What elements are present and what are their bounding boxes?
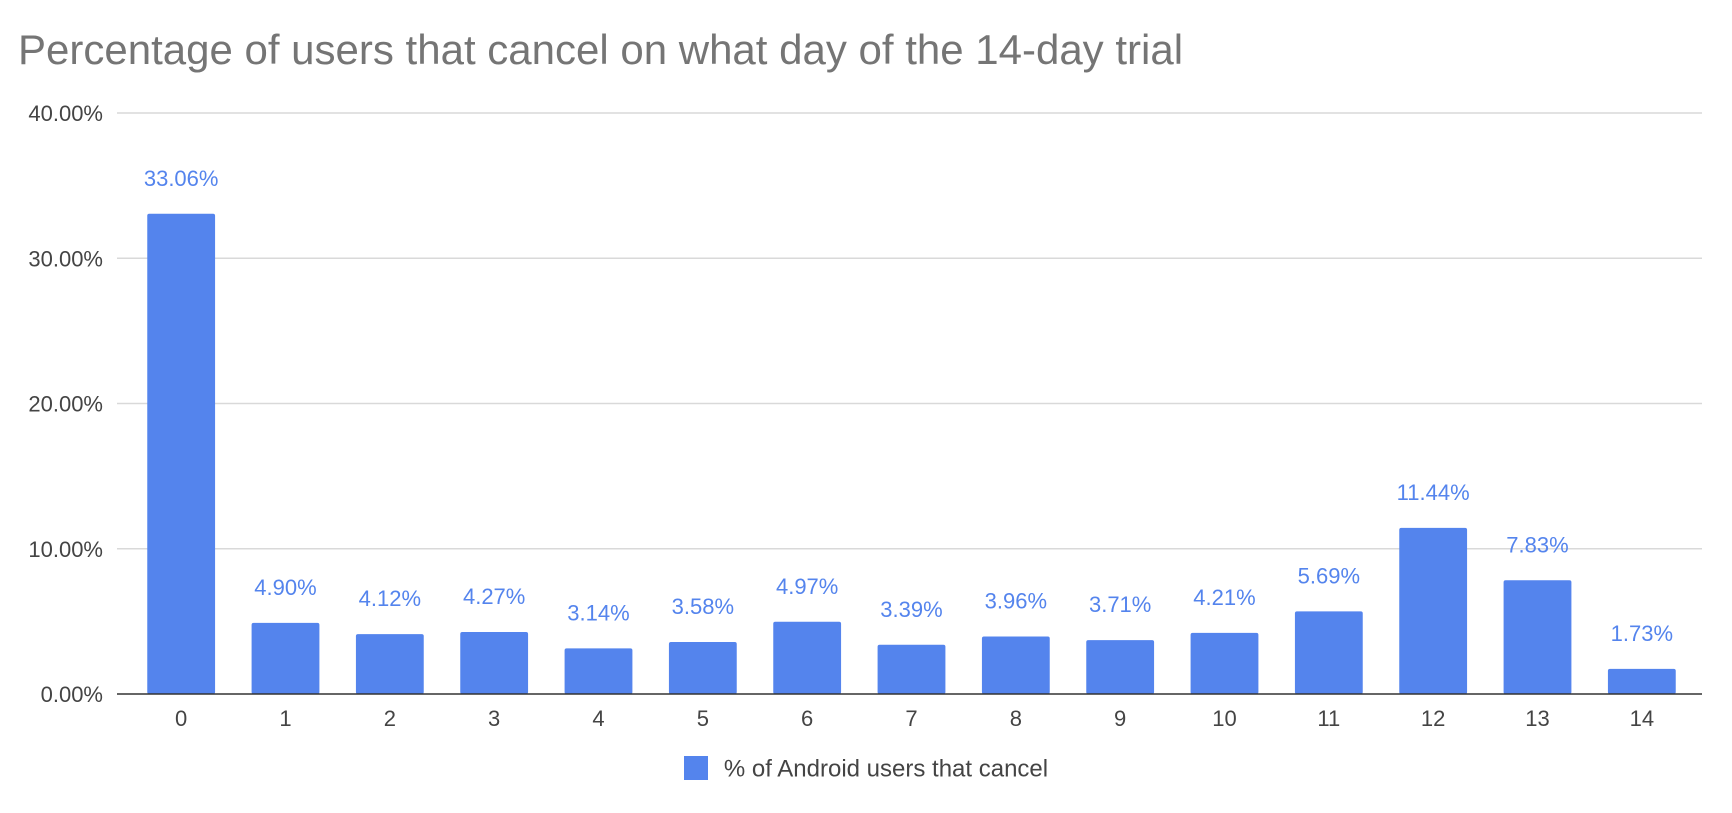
bar	[147, 213, 216, 694]
data-label: 4.21%	[1193, 585, 1255, 610]
x-tick-label: 8	[1010, 706, 1022, 731]
y-tick-label: 0.00%	[41, 682, 103, 707]
bar	[460, 631, 529, 694]
bar	[1607, 668, 1676, 694]
x-tick-label: 13	[1525, 706, 1549, 731]
data-label-layer: 33.06% 4.90% 4.12% 4.27% 3.14% 3.58% 4.97% 3.39…	[144, 166, 1673, 646]
x-tick-label: 7	[905, 706, 917, 731]
data-label: 3.71%	[1089, 592, 1151, 617]
bar	[355, 634, 424, 694]
data-label: 4.12%	[359, 586, 421, 611]
legend: % of Android users that cancel	[0, 755, 1732, 784]
data-label: 4.27%	[463, 584, 525, 609]
data-label: 3.58%	[672, 594, 734, 619]
x-tick-label: 1	[279, 706, 291, 731]
x-tick-label: 3	[488, 706, 500, 731]
bar	[981, 636, 1050, 694]
bar	[1399, 527, 1468, 694]
bar	[668, 642, 737, 694]
legend-label: % of Android users that cancel	[723, 755, 1049, 783]
x-tick-label: 14	[1630, 706, 1654, 731]
data-label: 3.39%	[880, 597, 942, 622]
x-tick-label: 4	[592, 706, 604, 731]
bar	[1294, 611, 1363, 694]
bar	[251, 622, 320, 694]
x-tick-label: 0	[175, 706, 187, 731]
y-tick-label: 40.00%	[28, 101, 103, 126]
y-tick-label: 30.00%	[28, 246, 103, 271]
bar	[1190, 632, 1259, 694]
data-label: 7.83%	[1506, 532, 1568, 557]
data-label: 5.69%	[1298, 563, 1360, 588]
data-label: 33.06%	[144, 166, 219, 191]
x-tick-label: 12	[1421, 706, 1445, 731]
bar	[877, 644, 946, 694]
data-label: 4.97%	[776, 574, 838, 599]
x-tick-label: 5	[697, 706, 709, 731]
data-label: 3.14%	[567, 600, 629, 625]
y-tick-label: 20.00%	[28, 392, 103, 417]
bar	[564, 648, 633, 694]
x-tick-label: 2	[384, 706, 396, 731]
x-tick-label: 11	[1317, 706, 1340, 731]
x-tick-label: 6	[801, 706, 813, 731]
data-label: 1.73%	[1611, 621, 1673, 646]
bar	[773, 621, 842, 694]
y-tick-label: 10.00%	[28, 537, 103, 562]
x-tick-label: 9	[1114, 706, 1126, 731]
data-label: 11.44%	[1397, 480, 1470, 505]
data-label: 4.90%	[254, 575, 316, 600]
axis-layer: 0.00%10.00%20.00%30.00%40.00%0 1 2 3 4 5 6 7 8 9 1…	[28, 101, 1702, 731]
legend-swatch	[683, 755, 708, 780]
bar	[1503, 580, 1572, 694]
data-label: 3.96%	[985, 588, 1047, 613]
bar-layer	[147, 213, 1676, 694]
x-tick-label: 10	[1212, 706, 1236, 731]
chart-title: Percentage of users that cancel on what …	[18, 26, 1184, 73]
bar	[1086, 640, 1155, 694]
